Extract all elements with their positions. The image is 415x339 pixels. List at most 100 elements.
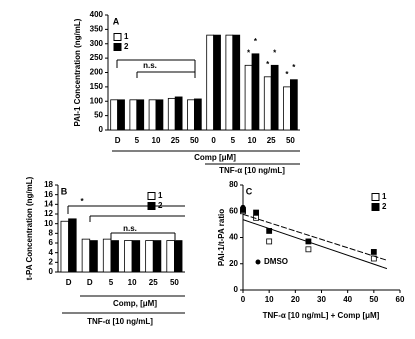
y-tick-label: 6 — [49, 238, 54, 247]
significance: * — [247, 48, 251, 57]
point — [266, 228, 273, 234]
x-tick-label: D — [66, 278, 72, 287]
x-tick-label: 5 — [231, 136, 236, 145]
y-tick-label: 350 — [90, 24, 104, 33]
legend-label: 2 — [124, 42, 129, 51]
y-tick-label: 12 — [44, 209, 53, 218]
bar — [124, 240, 133, 273]
bar — [145, 240, 154, 273]
bar — [232, 34, 241, 131]
bar — [167, 97, 176, 131]
x-tick-label: 20 — [291, 295, 300, 304]
y-tick-label: 0 — [49, 267, 54, 276]
x-tick-label: 25 — [149, 278, 158, 287]
bar — [174, 96, 183, 131]
x-axis-label: TNF-α [10 ng/mL] + Comp [μM] — [263, 311, 380, 320]
legend-swatch — [371, 203, 380, 211]
legend-label: 2 — [382, 202, 387, 211]
y-tick-label: 150 — [90, 82, 104, 91]
y-tick-label: 40 — [229, 233, 238, 242]
point — [266, 238, 273, 245]
y-tick-label: 400 — [90, 10, 104, 19]
x-tick-label: 50 — [170, 278, 179, 287]
trend-line — [242, 213, 388, 261]
x-tick-label: 10 — [248, 136, 257, 145]
bar — [131, 240, 141, 273]
x-tick-label: 10 — [265, 295, 274, 304]
bar — [129, 99, 138, 131]
x-tick-label: 40 — [343, 295, 352, 304]
bar — [102, 238, 112, 273]
bar — [117, 99, 125, 131]
legend-label: 2 — [158, 201, 163, 210]
y-tick-label: 8 — [49, 228, 54, 237]
y-tick-label: 10 — [44, 219, 53, 228]
y-axis-label: t-PA Concentration (ng/mL) — [25, 176, 34, 280]
brackets — [62, 59, 300, 314]
bar — [213, 34, 221, 131]
x-tick-label: 10 — [128, 278, 137, 287]
legend-swatch — [113, 33, 122, 41]
x-tick-label: 5 — [135, 136, 140, 145]
y-tick-label: 50 — [94, 111, 103, 120]
x-tick-label: 0 — [241, 295, 246, 304]
y-tick-label: 80 — [229, 180, 238, 189]
point — [253, 209, 259, 216]
point — [305, 238, 312, 245]
legend-swatch — [113, 43, 122, 51]
y-tick-label: 60 — [229, 206, 238, 215]
bar — [110, 240, 119, 273]
annotation: B — [61, 186, 68, 196]
bar — [283, 86, 291, 131]
x-tick-label: 25 — [267, 136, 276, 145]
y-tick-label: 2 — [49, 257, 54, 266]
group-label: TNF-α [10 ng/mL] — [219, 166, 285, 175]
bar — [166, 240, 175, 273]
significance: * — [266, 60, 270, 69]
bar — [193, 98, 202, 131]
bar — [60, 220, 69, 273]
x-tick-label: 50 — [286, 136, 295, 145]
bar — [289, 79, 298, 131]
bar — [263, 76, 272, 131]
bar — [187, 99, 195, 131]
y-tick-label: 20 — [229, 259, 238, 268]
trend-line — [242, 219, 388, 270]
bar — [110, 99, 119, 131]
x-tick-label: 0 — [211, 136, 216, 145]
y-tick-label: 14 — [44, 199, 53, 208]
x-tick-label: 5 — [109, 278, 114, 287]
annotation: n.s. — [123, 224, 137, 233]
bar — [89, 240, 98, 273]
x-tick-label: D — [87, 278, 93, 287]
bar — [174, 240, 183, 273]
y-tick-label: 200 — [90, 68, 104, 77]
y-tick-label: 18 — [44, 180, 53, 189]
point — [305, 246, 312, 253]
y-tick-label: 0 — [99, 125, 104, 134]
x-tick-label: D — [115, 136, 121, 145]
y-tick-label: 4 — [49, 248, 54, 257]
x-tick-label: 30 — [317, 295, 326, 304]
annotation: C — [246, 186, 253, 196]
x-tick-label: 10 — [152, 136, 161, 145]
legend-label: 1 — [382, 192, 387, 201]
significance: * — [292, 63, 296, 72]
x-axis-label: Comp, [μM] — [113, 299, 157, 308]
bar — [136, 99, 145, 131]
y-tick-label: 0 — [234, 285, 239, 294]
y-tick-label: 250 — [90, 53, 104, 62]
legend-label: DMSO — [264, 257, 288, 266]
annotation: n.s. — [143, 61, 157, 70]
legend-label: 1 — [158, 191, 163, 200]
y-tick-label: 100 — [90, 96, 104, 105]
annotation: A — [113, 16, 120, 26]
bar — [155, 99, 164, 131]
y-tick-label: 300 — [90, 39, 104, 48]
legend-label: 1 — [124, 32, 129, 41]
bar — [81, 238, 91, 273]
bar — [244, 64, 253, 131]
bar — [270, 64, 279, 131]
